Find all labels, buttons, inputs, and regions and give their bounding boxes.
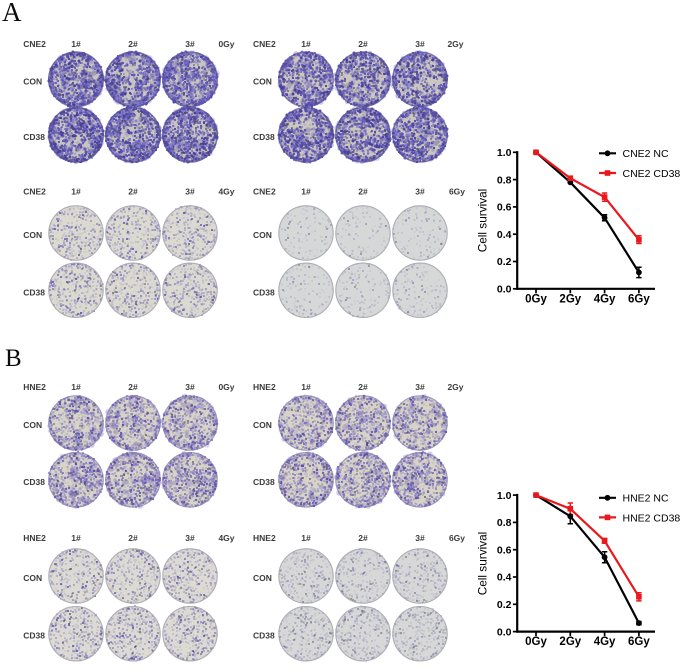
svg-text:Cell survival: Cell survival — [476, 532, 490, 596]
svg-text:CD38: CD38 — [253, 477, 275, 487]
svg-text:CD38: CD38 — [253, 132, 275, 142]
svg-text:0.2: 0.2 — [497, 256, 512, 268]
svg-text:2Gy: 2Gy — [447, 39, 463, 49]
svg-text:B: B — [5, 345, 22, 372]
svg-text:1#: 1# — [301, 382, 311, 392]
svg-text:6Gy: 6Gy — [628, 293, 650, 305]
svg-text:HNE2: HNE2 — [253, 382, 276, 392]
svg-text:4Gy: 4Gy — [594, 293, 616, 305]
svg-text:CNE2: CNE2 — [253, 39, 276, 49]
svg-text:6Gy: 6Gy — [449, 533, 465, 543]
svg-text:CD38: CD38 — [23, 631, 45, 641]
svg-text:1#: 1# — [301, 187, 311, 197]
svg-text:0.2: 0.2 — [497, 599, 512, 611]
svg-text:CON: CON — [253, 420, 272, 430]
svg-text:2#: 2# — [128, 382, 138, 392]
svg-text:CNE2 CD38: CNE2 CD38 — [623, 168, 681, 180]
svg-text:CNE2: CNE2 — [23, 39, 46, 49]
svg-text:2#: 2# — [128, 533, 138, 543]
svg-text:Cell survival: Cell survival — [476, 189, 490, 253]
svg-text:1#: 1# — [301, 39, 311, 49]
svg-text:1#: 1# — [71, 382, 81, 392]
svg-text:A: A — [2, 0, 22, 27]
svg-text:CNE2 NC: CNE2 NC — [623, 148, 670, 160]
svg-text:2Gy: 2Gy — [447, 382, 463, 392]
svg-text:2#: 2# — [128, 39, 138, 49]
svg-text:0.0: 0.0 — [497, 626, 512, 638]
svg-text:CD38: CD38 — [23, 477, 45, 487]
svg-text:1.0: 1.0 — [497, 490, 512, 502]
svg-text:2#: 2# — [358, 187, 368, 197]
svg-text:0.4: 0.4 — [497, 229, 512, 241]
svg-text:CON: CON — [253, 230, 272, 240]
svg-text:0Gy: 0Gy — [218, 382, 234, 392]
svg-text:1#: 1# — [71, 533, 81, 543]
svg-text:2#: 2# — [358, 533, 368, 543]
svg-text:HNE2: HNE2 — [253, 533, 276, 543]
svg-text:6Gy: 6Gy — [449, 187, 465, 197]
svg-text:4Gy: 4Gy — [594, 636, 616, 648]
svg-text:3#: 3# — [415, 39, 425, 49]
svg-text:CON: CON — [23, 76, 42, 86]
svg-text:3#: 3# — [185, 382, 195, 392]
svg-text:CON: CON — [253, 573, 272, 583]
svg-text:CON: CON — [23, 573, 42, 583]
svg-text:3#: 3# — [185, 39, 195, 49]
svg-text:CD38: CD38 — [23, 132, 45, 142]
svg-text:3#: 3# — [415, 187, 425, 197]
svg-text:4Gy: 4Gy — [218, 187, 234, 197]
svg-text:0.0: 0.0 — [497, 284, 512, 296]
svg-text:0.8: 0.8 — [497, 174, 512, 186]
svg-text:CD38: CD38 — [253, 631, 275, 641]
svg-text:2#: 2# — [358, 39, 368, 49]
svg-text:0Gy: 0Gy — [525, 293, 547, 305]
svg-text:3#: 3# — [415, 382, 425, 392]
svg-text:1.0: 1.0 — [497, 147, 512, 159]
svg-text:3#: 3# — [185, 187, 195, 197]
svg-text:1#: 1# — [71, 187, 81, 197]
svg-text:0Gy: 0Gy — [525, 636, 547, 648]
svg-text:CON: CON — [253, 76, 272, 86]
svg-text:4Gy: 4Gy — [218, 533, 234, 543]
svg-text:2#: 2# — [358, 382, 368, 392]
svg-text:0.6: 0.6 — [497, 202, 512, 214]
svg-text:0.6: 0.6 — [497, 544, 512, 556]
svg-text:CON: CON — [23, 230, 42, 240]
svg-text:2Gy: 2Gy — [559, 636, 581, 648]
svg-text:0.4: 0.4 — [497, 572, 512, 584]
svg-text:HNE2: HNE2 — [23, 533, 46, 543]
svg-text:CON: CON — [23, 420, 42, 430]
svg-text:HNE2 NC: HNE2 NC — [623, 493, 670, 505]
svg-text:1#: 1# — [71, 39, 81, 49]
svg-text:3#: 3# — [415, 533, 425, 543]
svg-text:CNE2: CNE2 — [23, 187, 46, 197]
svg-text:6Gy: 6Gy — [628, 636, 650, 648]
svg-text:0.8: 0.8 — [497, 517, 512, 529]
svg-text:0Gy: 0Gy — [218, 39, 234, 49]
svg-text:HNE2: HNE2 — [23, 382, 46, 392]
svg-text:3#: 3# — [185, 533, 195, 543]
svg-text:CD38: CD38 — [253, 287, 275, 297]
svg-text:HNE2 CD38: HNE2 CD38 — [623, 512, 681, 524]
svg-text:1#: 1# — [301, 533, 311, 543]
svg-text:CD38: CD38 — [23, 287, 45, 297]
svg-text:2#: 2# — [128, 187, 138, 197]
svg-text:CNE2: CNE2 — [253, 187, 276, 197]
svg-text:2Gy: 2Gy — [559, 293, 581, 305]
